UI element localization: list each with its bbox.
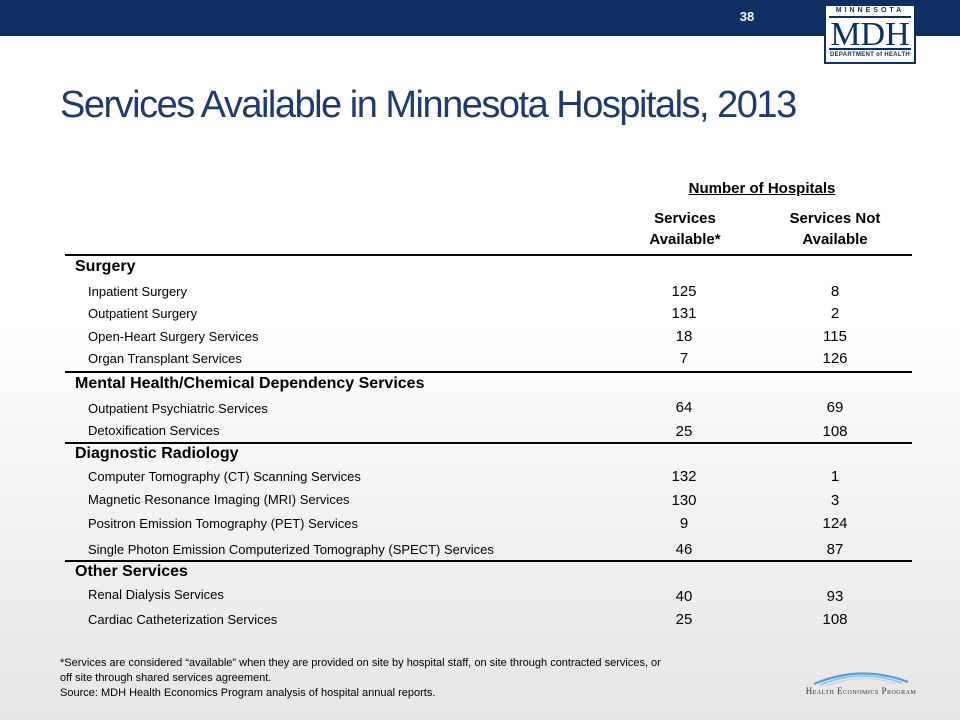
column-header-available-line2: Available* xyxy=(649,231,721,248)
column-header-not-available-line2: Available xyxy=(802,231,868,248)
value-not-available: 1 xyxy=(830,468,840,485)
value-not-available: 87 xyxy=(826,541,844,558)
section-heading-surgery: Surgery xyxy=(75,258,136,275)
value-available: 125 xyxy=(671,283,697,300)
row-label: Organ Transplant Services xyxy=(88,351,242,366)
value-available: 64 xyxy=(675,399,693,416)
value-not-available: 8 xyxy=(830,283,840,300)
row-label: Outpatient Psychiatric Services xyxy=(88,401,268,416)
column-header-not-available-line1: Services Not xyxy=(789,210,881,227)
value-not-available: 124 xyxy=(822,515,848,532)
value-available: 25 xyxy=(675,611,693,628)
value-not-available: 3 xyxy=(830,492,840,509)
column-header-available-line1: Services xyxy=(654,210,716,227)
value-available: 18 xyxy=(675,328,693,345)
value-available: 46 xyxy=(675,541,693,558)
row-label: Single Photon Emission Computerized Tomo… xyxy=(88,542,494,557)
row-label: Renal Dialysis Services xyxy=(88,587,224,602)
value-not-available: 115 xyxy=(823,328,847,345)
section-heading-mental-health: Mental Health/Chemical Dependency Servic… xyxy=(75,375,425,392)
value-not-available: 69 xyxy=(826,399,844,416)
value-available: 40 xyxy=(675,588,693,605)
column-header-available: Services Available* xyxy=(610,208,760,250)
row-label: Open-Heart Surgery Services xyxy=(88,329,259,344)
value-available: 132 xyxy=(671,468,697,485)
value-available: 131 xyxy=(671,305,697,322)
row-label: Inpatient Surgery xyxy=(88,284,188,299)
value-not-available: 93 xyxy=(826,588,844,605)
column-header-not-available: Services Not Available xyxy=(760,208,910,250)
footnote: *Services are considered “available” whe… xyxy=(60,656,790,701)
value-not-available: 126 xyxy=(822,350,848,367)
column-group-header: Number of Hospitals xyxy=(688,180,836,197)
footnote-line: off site through shared services agreeme… xyxy=(60,672,272,684)
value-available: 9 xyxy=(679,515,689,532)
section-heading-diagnostic-radiology: Diagnostic Radiology xyxy=(75,445,239,462)
row-label: Computer Tomography (CT) Scanning Servic… xyxy=(88,469,361,484)
table-rule xyxy=(65,371,912,373)
table-rule xyxy=(65,560,912,562)
value-available: 7 xyxy=(679,350,689,367)
row-label: Detoxification Services xyxy=(88,423,220,438)
source-note: Source: MDH Health Economics Program ana… xyxy=(60,687,436,699)
top-banner xyxy=(0,0,960,36)
section-heading-other-services: Other Services xyxy=(75,563,188,580)
row-label: Magnetic Resonance Imaging (MRI) Service… xyxy=(88,492,350,507)
footnote-line: *Services are considered “available” whe… xyxy=(60,657,661,669)
row-label: Cardiac Catheterization Services xyxy=(88,612,278,627)
slide-number: 38 xyxy=(739,9,755,24)
row-label: Positron Emission Tomography (PET) Servi… xyxy=(88,516,358,531)
logo-subtitle: DEPARTMENT of HEALTH xyxy=(829,52,911,58)
slide-title: Services Available in Minnesota Hospital… xyxy=(60,84,797,126)
value-not-available: 108 xyxy=(822,423,848,440)
table-rule xyxy=(65,254,912,256)
value-not-available: 108 xyxy=(822,611,848,628)
health-economics-swoosh-icon xyxy=(813,672,909,687)
row-label: Outpatient Surgery xyxy=(88,306,198,321)
mdh-logo: MINNESOTA MDH DEPARTMENT of HEALTH xyxy=(824,4,916,64)
value-not-available: 2 xyxy=(830,305,840,322)
logo-state-text: MINNESOTA xyxy=(835,7,905,14)
logo-acronym: MDH xyxy=(829,16,911,53)
table-rule xyxy=(65,442,912,444)
value-available: 25 xyxy=(675,423,693,440)
health-economics-program-logo-text: Health Economics Program xyxy=(805,686,917,696)
value-available: 130 xyxy=(671,492,697,509)
